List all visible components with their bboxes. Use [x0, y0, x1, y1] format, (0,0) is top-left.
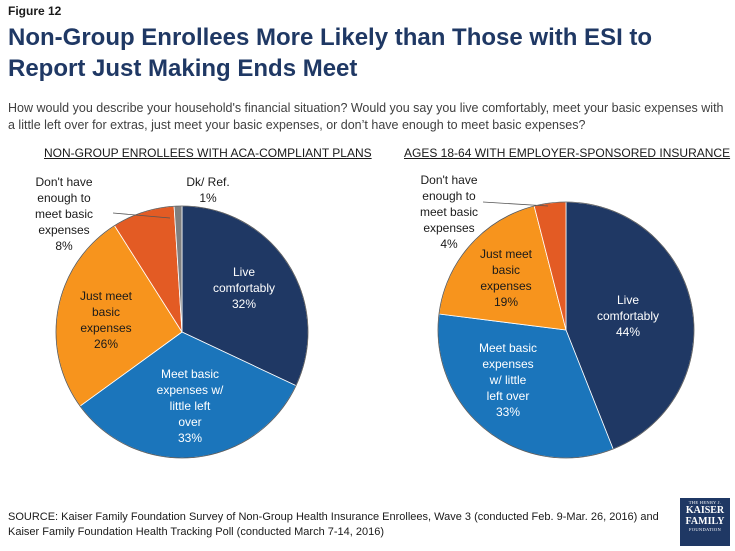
chart-title-esi: AGES 18-64 WITH EMPLOYER-SPONSORED INSUR… — [404, 146, 731, 160]
pie2-outline — [437, 201, 695, 459]
pie1-leader-dont_have — [112, 212, 171, 219]
pie2-leader-dont_have — [482, 201, 549, 207]
pie2-label-dont_have: Don't have enough to meet basic expenses 4% — [420, 173, 478, 251]
pie1-outline — [55, 205, 309, 459]
page-title: Non-Group Enrollees More Likely than Tho… — [8, 24, 653, 82]
logo-line-3: FAMILY — [685, 516, 725, 527]
pie1-label-dont_have: Don't have enough to meet basic expenses 8% — [35, 175, 93, 253]
logo-line-1: THE HENRY J. — [688, 500, 722, 505]
pie2-label-meet_basic: Meet basic expenses w/ little left over 33% — [479, 341, 537, 419]
logo-line-2: KAISER — [685, 505, 725, 516]
figure-label: Figure 12 — [8, 4, 62, 18]
survey-question: How would you describe your household's … — [8, 101, 724, 132]
pie2-label-just_meet: Just meet basic expenses 19% — [480, 247, 533, 309]
chart-title-non-group: NON-GROUP ENROLLEES WITH ACA-COMPLIANT P… — [44, 146, 372, 160]
pie1-label-meet_basic: Meet basic expenses w/little left over 33% — [157, 367, 224, 445]
kff-logo: THE HENRY J. KAISER FAMILY FOUNDATION — [680, 498, 730, 546]
source-note: SOURCE: Kaiser Family Foundation Survey … — [8, 511, 659, 538]
pie1-label-just_meet: Just meet basic expenses 26% — [80, 289, 133, 351]
pie1-label-live_comfortably: Live comfortably 32% — [213, 265, 275, 311]
pie1-label-dk_ref: Dk/ Ref. 1% — [186, 175, 229, 205]
logo-line-4: FOUNDATION — [689, 527, 721, 532]
pie2-label-live_comfortably: Live comfortably 44% — [597, 293, 659, 339]
